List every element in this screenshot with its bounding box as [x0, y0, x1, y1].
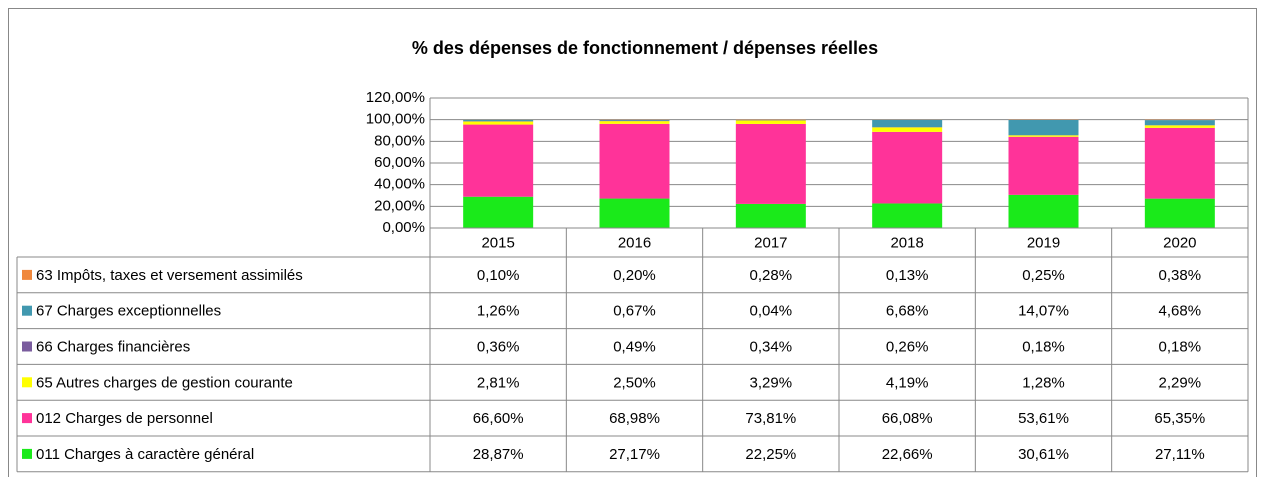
table-cell: 14,07%: [1018, 303, 1069, 320]
y-tick-label: 40,00%: [374, 176, 425, 193]
table-cell: 27,11%: [1155, 446, 1205, 463]
table-cell: 1,26%: [477, 303, 520, 320]
table-cell: 2,50%: [613, 374, 656, 391]
table-cell: 2,29%: [1159, 374, 1202, 391]
bar-segment: [1008, 119, 1079, 136]
bar-segment: [463, 196, 534, 228]
bar-segment: [872, 127, 943, 132]
table-cell: 1,28%: [1022, 374, 1065, 391]
bar-segment: [599, 121, 670, 124]
bar-segment: [1144, 125, 1215, 128]
bar-segment: [872, 119, 943, 128]
bar-segment: [735, 120, 806, 124]
table-cell: 27,17%: [609, 446, 660, 463]
bar-segment: [463, 121, 534, 125]
x-tick-label: 2020: [1163, 234, 1196, 251]
table-cell: 0,36%: [477, 338, 520, 355]
x-tick-label: 2019: [1027, 234, 1060, 251]
legend-label: 012 Charges de personnel: [36, 410, 213, 427]
bar-segment: [1008, 136, 1079, 195]
table-cell: 22,66%: [882, 446, 933, 463]
y-tick-label: 120,00%: [366, 89, 425, 106]
y-tick-label: 100,00%: [366, 111, 425, 128]
table-cell: 0,18%: [1022, 338, 1065, 355]
legend-swatch: [22, 269, 32, 280]
table-cell: 6,68%: [886, 303, 929, 320]
legend-label: 66 Charges financières: [36, 338, 190, 355]
table-cell: 0,13%: [886, 267, 929, 284]
legend-label: 011 Charges à caractère général: [36, 446, 254, 463]
x-tick-label: 2016: [618, 234, 651, 251]
table-cell: 0,26%: [886, 338, 929, 355]
table-cell: 0,10%: [477, 267, 520, 284]
table-cell: 0,20%: [613, 267, 656, 284]
legend-swatch: [22, 305, 32, 316]
y-tick-label: 60,00%: [374, 154, 425, 171]
chart-title: % des dépenses de fonctionnement / dépen…: [412, 38, 878, 58]
legend-swatch: [22, 341, 32, 352]
y-tick-label: 0,00%: [382, 219, 425, 236]
table-cell: 68,98%: [609, 410, 660, 427]
x-tick-label: 2017: [754, 234, 787, 251]
chart-frame: [8, 8, 1257, 477]
table-cell: 30,61%: [1018, 446, 1069, 463]
bar-segment: [599, 198, 670, 228]
legend-label: 63 Impôts, taxes et versement assimilés: [36, 267, 303, 284]
table-cell: 73,81%: [745, 410, 796, 427]
table-cell: 0,49%: [613, 338, 656, 355]
bar-segment: [1008, 194, 1079, 228]
bar-segment: [735, 203, 806, 228]
table-cell: 53,61%: [1018, 410, 1069, 427]
x-tick-label: 2015: [481, 234, 514, 251]
table-cell: 22,25%: [745, 446, 796, 463]
bar-segment: [735, 123, 806, 204]
y-tick-label: 20,00%: [374, 197, 425, 214]
bar-segment: [872, 203, 943, 228]
x-tick-label: 2018: [890, 234, 923, 251]
table-cell: 0,34%: [750, 338, 793, 355]
bar-segment: [599, 120, 670, 122]
bar-segment: [872, 131, 943, 204]
bar-segment: [463, 124, 534, 197]
table-cell: 0,18%: [1159, 338, 1202, 355]
bar-segment: [1144, 127, 1215, 199]
legend-swatch: [22, 413, 32, 424]
bar-segment: [463, 119, 534, 122]
table-cell: 3,29%: [750, 374, 793, 391]
bar-segment: [1144, 120, 1215, 126]
table-cell: 4,68%: [1159, 303, 1202, 320]
legend-swatch: [22, 448, 32, 459]
table-cell: 4,19%: [886, 374, 929, 391]
legend-swatch: [22, 377, 32, 388]
table-cell: 66,60%: [473, 410, 524, 427]
bar-segment: [599, 123, 670, 199]
table-cell: 0,28%: [750, 267, 793, 284]
table-cell: 0,04%: [750, 303, 793, 320]
table-cell: 0,38%: [1159, 267, 1202, 284]
table-cell: 65,35%: [1154, 410, 1205, 427]
table-cell: 0,67%: [613, 303, 656, 320]
bar-segment: [1144, 198, 1215, 228]
y-tick-label: 80,00%: [374, 132, 425, 149]
bar-segment: [599, 119, 670, 121]
legend-label: 67 Charges exceptionnelles: [36, 303, 221, 320]
table-cell: 0,25%: [1022, 267, 1065, 284]
legend-label: 65 Autres charges de gestion courante: [36, 374, 293, 391]
table-cell: 28,87%: [473, 446, 524, 463]
bar-segment: [1008, 135, 1079, 137]
table-cell: 66,08%: [882, 410, 933, 427]
table-cell: 2,81%: [477, 374, 520, 391]
